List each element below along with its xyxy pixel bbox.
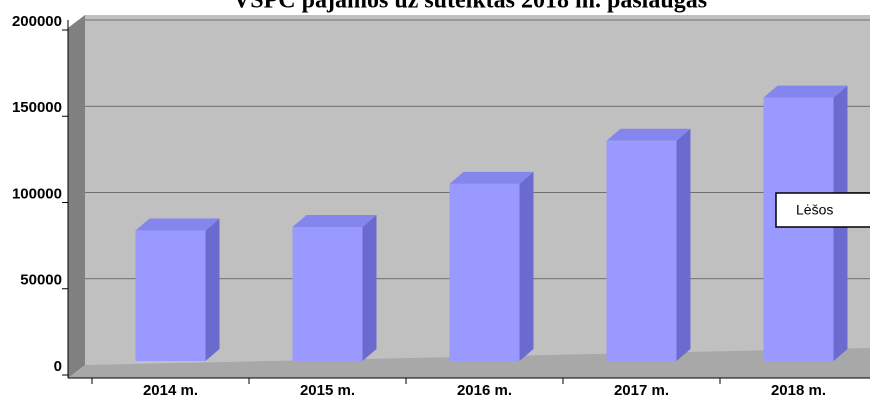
bar-side xyxy=(362,215,377,361)
bar-top xyxy=(449,171,534,184)
y-tick-label: 50000 xyxy=(20,272,62,289)
bar xyxy=(449,183,520,361)
bar-top xyxy=(763,85,848,98)
x-tick-label: 2014 m. xyxy=(143,382,198,399)
chart-title: VSPC pajamos už suteiktas 2018 m. paslau… xyxy=(233,0,707,14)
bar xyxy=(292,227,363,361)
y-tick-label: 200000 xyxy=(12,13,62,30)
x-tick-label: 2016 m. xyxy=(457,382,512,399)
legend-box xyxy=(775,192,870,228)
plot xyxy=(85,19,870,361)
bar-top xyxy=(606,128,691,141)
y-tick-label: 100000 xyxy=(12,185,62,202)
bar xyxy=(606,140,677,361)
side-wall xyxy=(68,15,85,378)
x-tick-label: 2017 m. xyxy=(614,382,669,399)
x-tick-label: 2018 m. xyxy=(771,382,826,399)
bar xyxy=(763,97,834,361)
y-tick-label: 150000 xyxy=(12,99,62,116)
x-tick-label: 2015 m. xyxy=(300,382,355,399)
bar-side xyxy=(676,128,691,361)
bar-top xyxy=(292,215,377,227)
bar-side xyxy=(205,218,220,361)
bar-side xyxy=(519,171,534,361)
bar xyxy=(135,230,206,361)
legend-label: Lėšos xyxy=(796,202,833,218)
y-tick-label: 0 xyxy=(54,358,62,375)
bar-top xyxy=(135,218,220,231)
